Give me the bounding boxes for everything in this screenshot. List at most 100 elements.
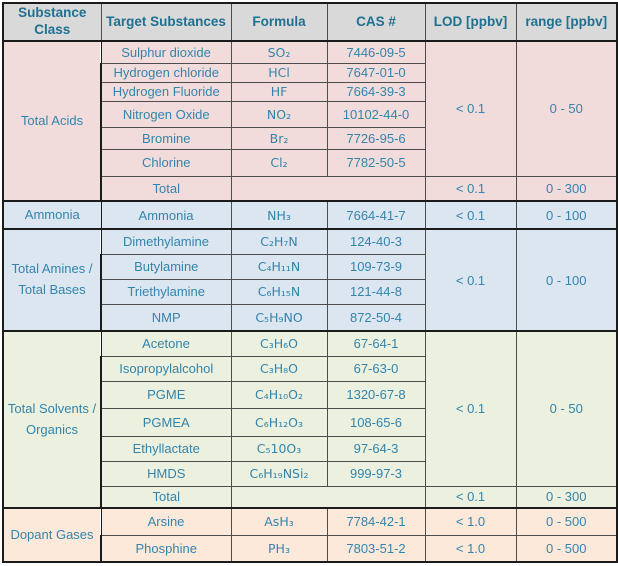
cas-cell: 7782-50-5	[326, 148, 426, 177]
cas-cell: 7803-51-2	[326, 534, 426, 563]
table-row: Bromine Br₂ 7726-95-6	[3, 126, 617, 150]
lod-cell: < 1.0	[424, 534, 517, 563]
range-cell: 0 - 300	[515, 175, 618, 202]
cas-cell: 97-64-3	[326, 435, 426, 462]
table-row: PGME C₄H₁₀O₂ 1320-67-8	[3, 380, 617, 409]
substance-cell: Chlorine	[100, 148, 232, 177]
formula-cell: AsH₃	[230, 507, 328, 536]
substance-cell: Phosphine	[100, 534, 232, 563]
table-row: Total Solvents / Organics Acetone C₃H₆O …	[2, 330, 618, 509]
table-row: PGMEA C₆H₁₂O₃ 108-65-6	[3, 407, 617, 437]
formula-cell: C₃H₈O	[230, 355, 328, 382]
lod-cell: < 0.1	[424, 485, 517, 509]
table-row: Hydrogen chloride HCl 7647-01-0	[3, 62, 617, 83]
substance-cell: Ammonia	[100, 200, 232, 230]
formula-cell: C₅10O₃	[230, 435, 328, 462]
formula-cell: C₄H₁₀O₂	[230, 380, 328, 409]
substance-class-cell: Total Amines / Total Bases	[2, 228, 102, 332]
table-row: Dopant Gases Arsine AsH₃ 7784-42-1 < 1.0…	[2, 507, 618, 563]
table-row: HMDS C₆H₁₉NSi₂ 999-97-3	[3, 460, 617, 487]
table-row: Ethyllactate C₅10O₃ 97-64-3	[3, 435, 617, 462]
substance-cell: PGMEA	[100, 407, 232, 437]
lod-cell: < 1.0	[424, 507, 517, 536]
formula-cell: Br₂	[230, 126, 328, 150]
cas-cell: 999-97-3	[326, 460, 426, 487]
cas-cell: 872-50-4	[326, 303, 426, 332]
substance-cell: Hydrogen chloride	[100, 62, 232, 83]
substance-cell: HMDS	[100, 460, 232, 487]
substance-cell: Arsine	[100, 507, 232, 536]
substance-cell: Bromine	[100, 126, 232, 150]
cas-cell: 109-73-9	[326, 253, 426, 280]
formula-cell: C₄H₁₁N	[230, 253, 328, 280]
range-cell: 0 - 500	[515, 507, 618, 536]
substance-cell: Butylamine	[100, 253, 232, 280]
total-label-cell: Total	[100, 175, 232, 202]
header-lod: LOD [ppbv]	[424, 2, 517, 42]
header-formula: Formula	[230, 2, 328, 42]
header-cas: CAS #	[326, 2, 426, 42]
header-row: Substance Class Target Substances Formul…	[2, 2, 618, 42]
formula-cell: C₅H₉NO	[230, 303, 328, 332]
formula-cell: C₆H₁₂O₃	[230, 407, 328, 437]
table-row: Isopropylalcohol C₃H₈O 67-63-0	[3, 355, 617, 382]
header-range: range [ppbv]	[515, 2, 618, 42]
substance-cell: Isopropylalcohol	[100, 355, 232, 382]
cas-cell: 124-40-3	[326, 228, 426, 255]
empty-merged-cell	[230, 485, 426, 509]
substance-cell: Nitrogen Oxide	[100, 100, 232, 128]
range-cell: 0 - 500	[515, 534, 618, 563]
substance-cell: Sulphur dioxide	[100, 40, 232, 64]
cas-cell: 7784-42-1	[326, 507, 426, 536]
lod-cell: < 0.1	[424, 330, 517, 487]
substance-cell: PGME	[100, 380, 232, 409]
formula-cell: C₆H₁₉NSi₂	[230, 460, 328, 487]
table-row: Ammonia Ammonia NH₃ 7664-41-7 < 0.1 0 - …	[2, 200, 618, 230]
substance-cell: NMP	[100, 303, 232, 332]
substance-cell: Dimethylamine	[100, 228, 232, 255]
formula-cell: PH₃	[230, 534, 328, 563]
substance-class-cell: Ammonia	[2, 200, 102, 230]
table-row: Hydrogen Fluoride HF 7664-39-3	[3, 81, 617, 102]
formula-cell: C₂H₇N	[230, 228, 328, 255]
substance-cell: Ethyllactate	[100, 435, 232, 462]
table-row: Nitrogen Oxide NO₂ 10102-44-0	[3, 100, 617, 128]
lod-cell: < 0.1	[424, 40, 517, 177]
cas-cell: 67-63-0	[326, 355, 426, 382]
formula-cell: HCl	[230, 62, 328, 83]
substance-class-cell: Dopant Gases	[2, 507, 102, 563]
empty-merged-cell	[230, 175, 426, 202]
cas-cell: 1320-67-8	[326, 380, 426, 409]
substance-cell: Triethylamine	[100, 278, 232, 305]
range-cell: 0 - 50	[515, 40, 618, 177]
table-row: Chlorine Cl₂ 7782-50-5	[3, 148, 617, 177]
cas-cell: 121-44-8	[326, 278, 426, 305]
header-target-substances: Target Substances	[100, 2, 232, 42]
table-row: NMP C₅H₉NO 872-50-4	[3, 303, 617, 332]
formula-cell: C₆H₁₅N	[230, 278, 328, 305]
table-row: Butylamine C₄H₁₁N 109-73-9	[3, 253, 617, 280]
header-substance-class: Substance Class	[2, 2, 102, 42]
formula-cell: HF	[230, 81, 328, 102]
formula-cell: C₃H₆O	[230, 330, 328, 357]
range-cell: 0 - 300	[515, 485, 618, 509]
formula-cell: SO₂	[230, 40, 328, 64]
lod-cell: < 0.1	[424, 175, 517, 202]
total-label-cell: Total	[100, 485, 232, 509]
substance-cell: Acetone	[100, 330, 232, 357]
lod-cell: < 0.1	[424, 200, 517, 230]
cas-cell: 7664-41-7	[326, 200, 426, 230]
substance-cell: Hydrogen Fluoride	[100, 81, 232, 102]
table-row: Total Amines / Total Bases Dimethylamine…	[2, 228, 618, 332]
table-row: Triethylamine C₆H₁₅N 121-44-8	[3, 278, 617, 305]
total-row: Total < 0.1 0 - 300	[3, 485, 618, 509]
formula-cell: NO₂	[230, 100, 328, 128]
table-row: Total Acids Sulphur dioxide SO₂ 7446-09-…	[2, 40, 618, 202]
range-cell: 0 - 100	[515, 200, 618, 230]
cas-cell: 7647-01-0	[326, 62, 426, 83]
cas-cell: 7726-95-6	[326, 126, 426, 150]
range-cell: 0 - 50	[515, 330, 618, 487]
cas-cell: 67-64-1	[326, 330, 426, 357]
cas-cell: 7446-09-5	[326, 40, 426, 64]
